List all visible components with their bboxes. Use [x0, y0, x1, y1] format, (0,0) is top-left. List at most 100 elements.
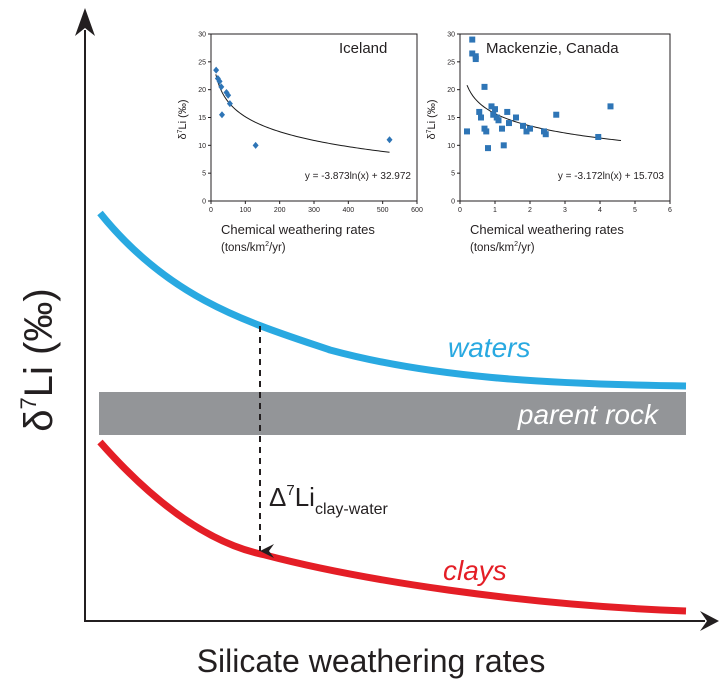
x-tick-label: 600 [411, 207, 423, 214]
main-y-label: δ7Li (‰) [16, 288, 61, 431]
data-point [492, 106, 498, 113]
data-point [490, 111, 497, 118]
data-point [469, 36, 476, 43]
main-x-arrowhead [700, 611, 719, 631]
data-point [553, 111, 560, 118]
inset-x-units-post: /yr) [269, 242, 286, 254]
inset-title: Iceland [339, 40, 387, 57]
y-tick-label: 5 [451, 171, 455, 178]
inset-chart-iceland: 0 100 200 300 400 500 600 0 5 10 15 20 25 30 Iceland y … [177, 32, 423, 255]
data-point [495, 117, 502, 124]
delta-subscript: clay-water [315, 501, 389, 518]
data-point [218, 111, 225, 119]
data-point [513, 114, 519, 121]
data-point [481, 83, 488, 90]
data-point [483, 128, 490, 135]
delta-symbol: Δ [269, 482, 286, 512]
waters-label: waters [448, 332, 530, 363]
waters-curve [97, 210, 687, 390]
data-point [527, 125, 533, 132]
y-tick-label: 25 [447, 59, 455, 66]
data-point [469, 50, 476, 57]
inset-x-units-pre: (tons/km [470, 242, 514, 254]
y-tick-label: 20 [198, 87, 206, 94]
x-tick-label: 200 [274, 207, 286, 214]
parent-rock-label: parent rock [517, 399, 660, 430]
main-y-label-sup: 7 [16, 397, 41, 409]
data-point [478, 114, 484, 121]
data-point [500, 142, 507, 149]
data-point [485, 145, 491, 152]
fit-curve [215, 74, 390, 153]
y-tick-label: 0 [451, 199, 455, 206]
x-tick-label: 2 [528, 207, 532, 214]
data-point [607, 103, 614, 110]
x-tick-label: 4 [598, 207, 602, 214]
inset-x-units-pre: (tons/km [221, 242, 265, 254]
data-point [252, 141, 259, 149]
inset-x-units-sup: 2 [514, 241, 518, 248]
inset-y-label-delta: δ [426, 133, 438, 139]
data-point [213, 66, 220, 74]
inset-y-label: δ7Li (‰) [177, 100, 189, 140]
y-tick-label: 15 [198, 115, 206, 122]
clays-label: clays [443, 555, 507, 586]
delta-li-text: Li [295, 482, 315, 512]
x-tick-label: 500 [377, 207, 389, 214]
x-tick-label: 300 [308, 207, 320, 214]
main-x-label: Silicate weathering rates [197, 643, 546, 679]
y-tick-label: 30 [447, 32, 455, 39]
data-point [506, 120, 512, 127]
data-point [488, 103, 495, 110]
data-point [476, 108, 483, 115]
y-tick-label: 20 [447, 87, 455, 94]
inset-x-units-post: /yr) [518, 242, 535, 254]
data-point [218, 83, 225, 91]
x-tick-label: 6 [668, 207, 672, 214]
data-point [386, 136, 393, 144]
data-point [542, 131, 549, 138]
main-y-label-rest: Li (‰) [17, 288, 61, 397]
y-tick-label: 15 [447, 115, 455, 122]
inset-x-label: Chemical weathering rates [221, 222, 375, 237]
inset-y-label-sup: 7 [426, 129, 433, 133]
delta-li-label: Δ7Liclay-water [269, 482, 389, 518]
y-tick-label: 30 [198, 32, 206, 39]
inset-y-label-rest: Li (‰) [177, 100, 189, 130]
inset-x-units: (tons/km2/yr) [221, 241, 286, 254]
delta-superscript: 7 [286, 482, 294, 499]
inset-y-label-sup: 7 [177, 129, 184, 133]
data-point [499, 125, 505, 132]
x-tick-label: 0 [209, 207, 213, 214]
main-axes [75, 8, 719, 631]
inset-chart-mackenzie: 0 1 2 3 4 5 6 0 5 10 15 20 25 30 Mackenzie, Canada y = … [426, 32, 672, 255]
data-point [216, 77, 223, 85]
x-tick-label: 400 [342, 207, 354, 214]
y-tick-label: 0 [202, 199, 206, 206]
x-tick-label: 1 [493, 207, 497, 214]
inset-y-label-rest: Li (‰) [426, 100, 438, 130]
y-tick-label: 25 [198, 59, 206, 66]
parent-rock-band [99, 392, 686, 435]
inset-title: Mackenzie, Canada [486, 40, 619, 57]
x-tick-label: 3 [563, 207, 567, 214]
x-tick-label: 0 [458, 207, 462, 214]
fit-equation: y = -3.873ln(x) + 32.972 [305, 171, 412, 182]
fit-equation: y = -3.172ln(x) + 15.703 [558, 171, 665, 182]
inset-x-units-sup: 2 [265, 241, 269, 248]
y-tick-label: 10 [447, 143, 455, 150]
data-point [520, 122, 526, 129]
inset-x-label: Chemical weathering rates [470, 222, 624, 237]
inset-x-units: (tons/km2/yr) [470, 241, 535, 254]
main-y-label-delta: δ [17, 409, 61, 431]
x-tick-label: 100 [239, 207, 251, 214]
data-point [226, 100, 233, 108]
data-point [504, 108, 511, 115]
inset-y-label-delta: δ [177, 133, 189, 139]
clays-curve [97, 439, 687, 615]
data-point [595, 133, 602, 140]
main-y-arrowhead [75, 8, 95, 36]
y-tick-label: 10 [198, 143, 206, 150]
data-point [225, 91, 232, 99]
